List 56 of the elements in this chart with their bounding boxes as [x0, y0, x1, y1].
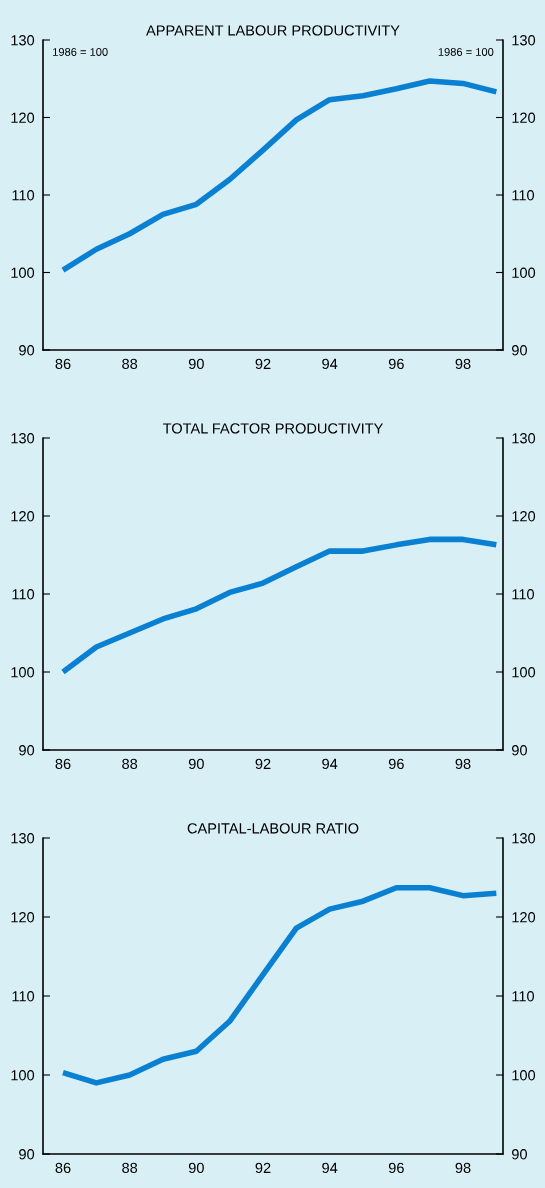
y-tick-label: 110 [12, 589, 35, 600]
chart-title: TOTAL FACTOR PRODUCTIVITY [162, 423, 384, 434]
x-tick-label: 86 [55, 1162, 71, 1174]
x-tick-label: 94 [322, 1162, 338, 1174]
x-tick-label: 98 [455, 758, 471, 770]
x-tick-label: 96 [388, 358, 404, 370]
y-tick-label: 130 [11, 833, 35, 844]
y2-tick-label: 110 [512, 589, 535, 600]
y2-tick-label: 100 [512, 667, 536, 678]
y-tick-label: 130 [11, 35, 35, 46]
y-tick-label: 120 [11, 912, 35, 923]
x-tick-label: 92 [255, 1162, 271, 1174]
y-tick-label: 110 [12, 190, 35, 201]
x-tick-label: 86 [55, 358, 71, 370]
y2-tick-label: 130 [512, 35, 536, 46]
x-tick-label: 92 [255, 358, 271, 370]
x-tick-label: 98 [455, 1162, 471, 1174]
x-tick-label: 88 [122, 758, 138, 770]
y-tick-label: 130 [11, 433, 35, 444]
x-tick-label: 88 [122, 1162, 138, 1174]
x-tick-label: 96 [388, 1162, 404, 1174]
y2-tick-label: 100 [512, 1070, 536, 1081]
y2-tick-label: 90 [512, 345, 527, 356]
x-tick-label: 98 [455, 358, 471, 370]
y2-tick-label: 100 [512, 267, 536, 278]
y-tick-label: 100 [11, 267, 35, 278]
annotation: 1986 = 100 [53, 48, 108, 56]
chart-title: CAPITAL-LABOUR RATIO [187, 823, 359, 834]
x-tick-label: 90 [188, 758, 204, 770]
x-tick-label: 90 [188, 1162, 204, 1174]
chart-title: APPARENT LABOUR PRODUCTIVITY [146, 25, 400, 36]
y-tick-label: 120 [11, 112, 35, 123]
x-tick-label: 92 [255, 758, 271, 770]
x-tick-label: 94 [322, 358, 338, 370]
x-tick-label: 88 [122, 358, 138, 370]
y-tick-label: 120 [11, 511, 35, 522]
y-tick-label: 90 [19, 745, 35, 756]
annotation: 1986 = 100 [438, 48, 494, 56]
y2-tick-label: 110 [512, 991, 535, 1002]
y2-tick-label: 90 [512, 745, 527, 756]
y2-tick-label: 120 [512, 112, 536, 123]
y2-tick-label: 130 [512, 833, 536, 844]
y2-tick-label: 120 [512, 511, 536, 522]
y-tick-label: 100 [11, 1070, 35, 1081]
y2-tick-label: 120 [512, 912, 536, 923]
y2-tick-label: 110 [512, 190, 535, 201]
y2-tick-label: 90 [512, 1149, 527, 1160]
y-tick-label: 100 [11, 667, 35, 678]
y-tick-label: 110 [12, 991, 35, 1002]
y2-tick-label: 130 [512, 433, 536, 444]
x-tick-label: 94 [322, 758, 338, 770]
y-tick-label: 90 [19, 345, 35, 356]
x-tick-label: 96 [388, 758, 404, 770]
y-tick-label: 90 [19, 1149, 35, 1160]
x-tick-label: 86 [55, 758, 71, 770]
x-tick-label: 90 [188, 358, 204, 370]
